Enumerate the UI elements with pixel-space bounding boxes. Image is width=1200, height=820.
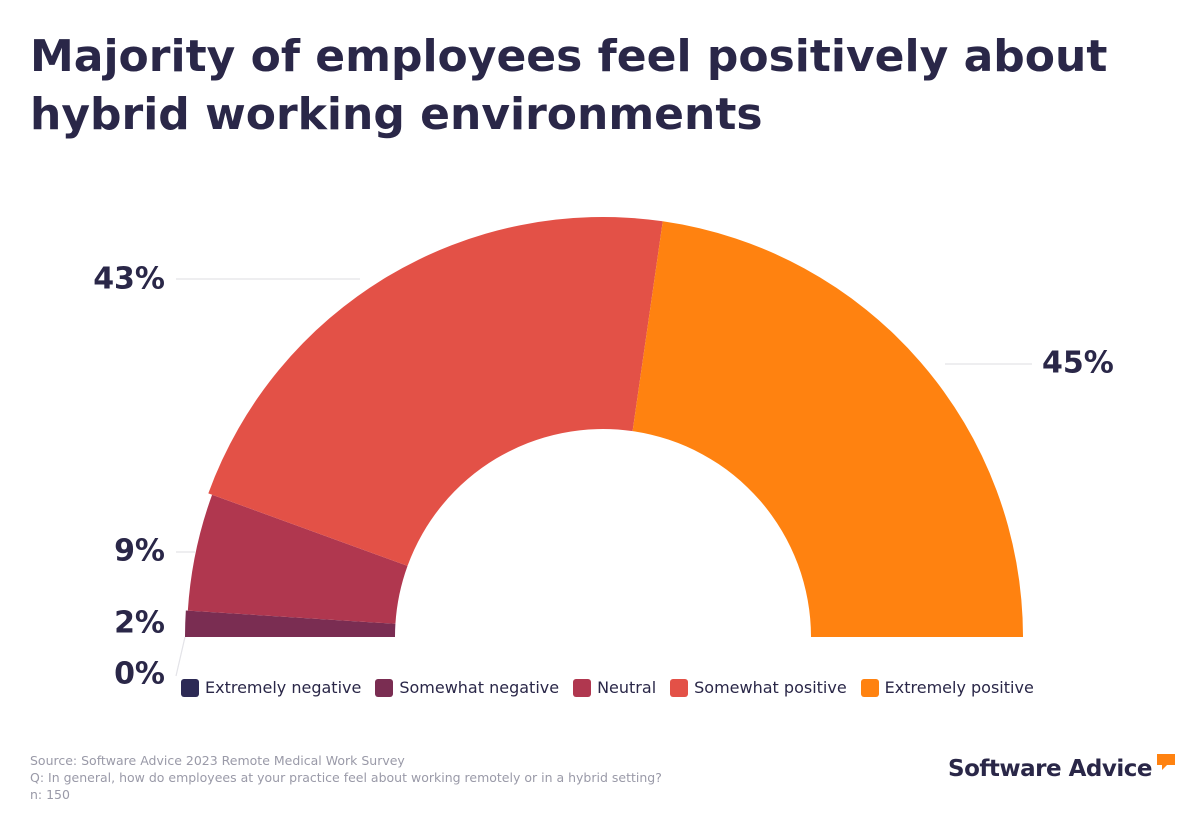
- brand-name: Software Advice: [948, 756, 1152, 782]
- slice-extremely-positive: [632, 221, 1023, 637]
- legend-item-extremely-positive: Extremely positive: [860, 678, 1034, 697]
- chart-slices: [185, 216, 1023, 637]
- slice-neutral: [187, 494, 408, 624]
- legend-label: Somewhat positive: [694, 678, 847, 697]
- legend-swatch: [375, 678, 394, 697]
- value-label-extremely-negative: 0%: [114, 657, 165, 692]
- legend-swatch: [573, 678, 592, 697]
- legend-label: Somewhat negative: [399, 678, 560, 697]
- sample-size: n: 150: [30, 787, 70, 802]
- value-label-somewhat-negative: 2%: [114, 606, 165, 641]
- value-label-extremely-positive: 45%: [1042, 346, 1114, 381]
- value-label-somewhat-positive: 43%: [93, 262, 165, 297]
- legend-label: Neutral: [597, 678, 657, 697]
- survey-question: Q: In general, how do employees at your …: [30, 770, 662, 785]
- legend-item-somewhat-negative: Somewhat negative: [375, 678, 559, 697]
- legend-label: Extremely positive: [884, 678, 1034, 697]
- brand-logo: Software Advice: [948, 754, 1177, 782]
- legend-item-somewhat-positive: Somewhat positive: [670, 678, 847, 697]
- chart-title-line-2: hybrid working environments: [30, 89, 763, 140]
- value-label-neutral: 9%: [114, 534, 165, 569]
- slice-somewhat-negative: [185, 610, 396, 637]
- leader-line-0: [175, 636, 186, 677]
- speech-bubble-icon: [1156, 754, 1175, 770]
- chart-title-line-1: Majority of employees feel positively ab…: [30, 31, 1108, 82]
- legend-swatch: [670, 678, 689, 697]
- legend-label: Extremely negative: [205, 678, 362, 697]
- legend-item-extremely-negative: Extremely negative: [181, 678, 361, 697]
- chart-title: Majority of employees feel positively ab…: [30, 28, 1130, 144]
- legend-swatch: [860, 678, 879, 697]
- legend-item-neutral: Neutral: [573, 678, 656, 697]
- slice-somewhat-positive: [208, 216, 663, 566]
- legend-swatch: [181, 678, 199, 697]
- label-leader-lines: [175, 278, 1032, 677]
- chart-value-labels: 0% 2% 9% 43% 45%: [93, 262, 1114, 692]
- chart-footer: Source: Software Advice 2023 Remote Medi…: [30, 752, 662, 803]
- source-note: Source: Software Advice 2023 Remote Medi…: [30, 753, 405, 768]
- chart-legend: Extremely negative Somewhat negative Neutr…: [181, 678, 1048, 697]
